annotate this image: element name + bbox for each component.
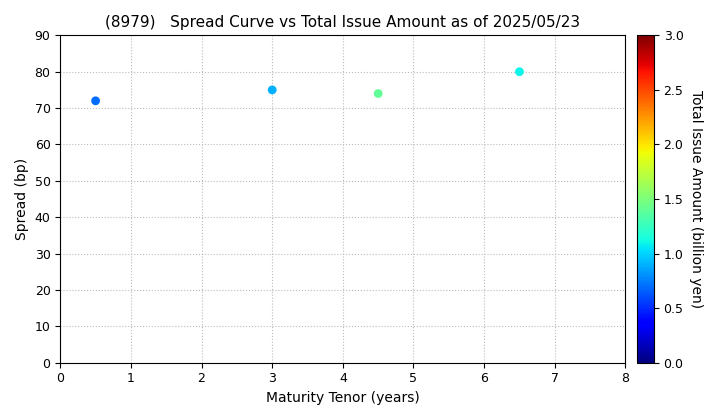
Title: (8979)   Spread Curve vs Total Issue Amount as of 2025/05/23: (8979) Spread Curve vs Total Issue Amoun…: [105, 15, 580, 30]
Point: [513, 68, 525, 75]
X-axis label: Maturity Tenor (years): Maturity Tenor (years): [266, 391, 420, 405]
Point: [372, 90, 384, 97]
Y-axis label: Total Issue Amount (billion yen): Total Issue Amount (billion yen): [689, 90, 703, 308]
Point: [90, 97, 102, 104]
Y-axis label: Spread (bp): Spread (bp): [15, 158, 29, 240]
Point: [266, 87, 278, 93]
